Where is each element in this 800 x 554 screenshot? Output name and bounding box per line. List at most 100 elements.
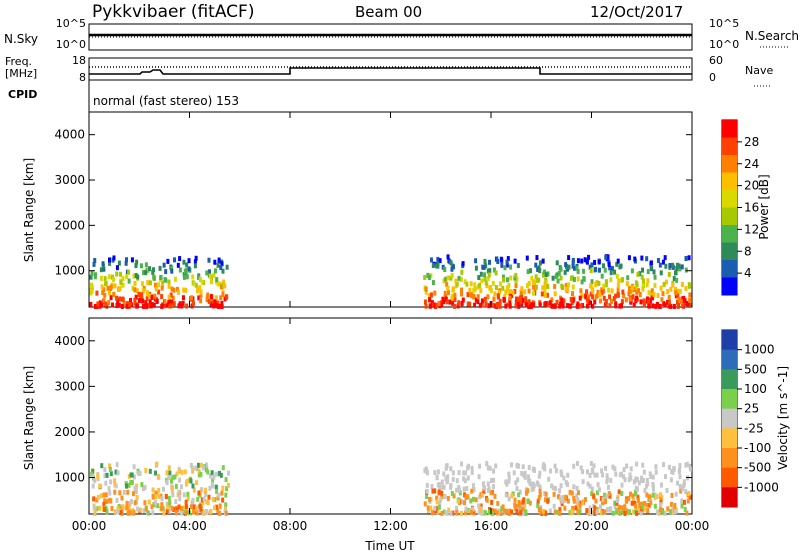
echo-cell [204, 492, 208, 498]
echo-cell [493, 493, 497, 499]
echo-cell [477, 503, 481, 509]
echo-cell [442, 471, 446, 477]
echo-cell [178, 468, 182, 474]
echo-cell [445, 464, 449, 470]
echo-cell [676, 480, 680, 486]
echo-cell [537, 507, 541, 513]
echo-cell [458, 490, 462, 496]
echo-cell [678, 266, 682, 272]
echo-cell [615, 500, 619, 506]
echo-cell [553, 463, 557, 469]
echo-cell [159, 506, 163, 512]
echo-cell [521, 504, 525, 510]
echo-cell [634, 491, 638, 497]
power-colorbar: Power [dB] 28 24 20 16 12 8 4 [721, 119, 771, 296]
echo-cell [666, 299, 670, 305]
echo-cell [629, 475, 633, 481]
nsearch-label: N.Search [745, 29, 799, 43]
echo-cell [571, 297, 575, 303]
echo-cell [590, 467, 594, 473]
echo-cell [628, 296, 632, 302]
colorbar-tick-label: -500 [744, 461, 771, 475]
echo-cell [114, 483, 118, 489]
echo-cell [551, 485, 555, 491]
echo-cell [170, 268, 174, 274]
echo-cell [523, 470, 527, 476]
echo-cell [605, 493, 609, 499]
echo-cell [477, 275, 481, 281]
echo-cell [633, 500, 637, 506]
echo-cell [610, 288, 614, 294]
echo-cell [115, 271, 119, 277]
echo-cell [630, 500, 634, 506]
echo-cell [622, 474, 626, 480]
echo-cell [199, 292, 203, 298]
echo-cell [549, 468, 553, 474]
echo-cell [653, 495, 657, 501]
echo-cell [139, 263, 143, 269]
echo-cell [576, 497, 580, 503]
echo-cell [611, 464, 615, 470]
echo-cell [457, 484, 461, 490]
echo-cell [641, 282, 645, 288]
echo-cell [424, 289, 428, 295]
echo-cell [437, 301, 441, 307]
echo-cell [541, 272, 545, 278]
echo-cell [498, 303, 502, 309]
echo-cell [168, 500, 172, 506]
echo-cell [220, 284, 224, 290]
echo-cell [100, 463, 104, 469]
echo-cell [131, 285, 135, 291]
echo-cell [567, 264, 571, 270]
echo-cell [424, 286, 428, 292]
nsky-tick-bottom: 10^0 [56, 38, 86, 51]
echo-cell [638, 271, 642, 277]
echo-cell [225, 264, 229, 270]
echo-cell [626, 275, 630, 281]
echo-cell [627, 255, 631, 261]
freq-panel: Freq. [MHz] 18 8 60 0 Nave CPID normal (… [5, 54, 773, 112]
echo-cell [566, 303, 570, 309]
echo-cell [494, 463, 498, 469]
echo-cell [510, 493, 514, 499]
echo-cell [658, 303, 662, 309]
echo-cell [680, 264, 684, 270]
echo-cell [113, 283, 117, 289]
echo-cell [608, 507, 612, 513]
echo-cell [125, 500, 129, 506]
echo-cell [194, 282, 198, 288]
echo-cell [659, 499, 663, 505]
echo-cell [466, 475, 470, 481]
echo-cell [572, 276, 576, 282]
echo-cell [140, 295, 144, 301]
echo-cell [582, 268, 586, 274]
echo-cell [609, 477, 613, 483]
echo-cell [156, 503, 160, 509]
date-label: 12/Oct/2017 [590, 3, 683, 21]
echo-cell [451, 264, 455, 270]
echo-cell [174, 499, 178, 505]
echo-cell [683, 298, 687, 304]
echo-cell [490, 499, 494, 505]
echo-cell [531, 481, 535, 487]
echo-cell [614, 303, 618, 309]
echo-cell [536, 266, 540, 272]
echo-cell [426, 272, 430, 278]
echo-cell [451, 300, 455, 306]
echo-cell [557, 270, 561, 276]
echo-cell [647, 290, 651, 296]
colorbar-tick-label: 8 [744, 244, 752, 258]
echo-cell [608, 303, 612, 309]
echo-cell [152, 267, 156, 273]
echo-cell [446, 290, 450, 296]
echo-cell [613, 466, 617, 472]
echo-cell [105, 472, 109, 478]
echo-cell [653, 503, 657, 509]
echo-cell [483, 276, 487, 282]
echo-cell [119, 280, 123, 286]
echo-cell [672, 304, 676, 309]
echo-cell [442, 299, 446, 305]
echo-cell [483, 296, 487, 302]
echo-cell [213, 268, 217, 274]
echo-cell [477, 474, 481, 480]
